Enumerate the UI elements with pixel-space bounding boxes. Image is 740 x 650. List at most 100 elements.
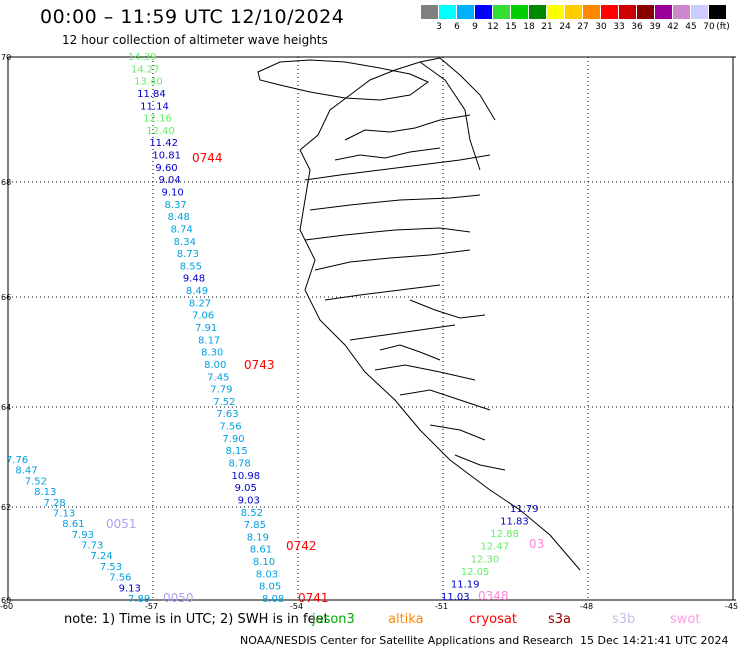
wave-height-value: 9.10 [162, 188, 184, 199]
wave-height-value: 8.05 [259, 582, 281, 593]
wave-height-value: 11.14 [140, 101, 169, 112]
colorbar-swatch [673, 5, 690, 19]
pass-time-label: 0050 [163, 591, 194, 605]
pass-time-label: 0743 [244, 358, 275, 372]
wave-height-value: 8.48 [168, 212, 190, 223]
wave-height-value: 7.13 [53, 508, 75, 519]
wave-height-colorbar: 3 6 9 12 15 18 21 24 27 30 33 36 39 42 45 70 (ft) [421, 5, 730, 38]
lat-lon-grid [7, 56, 736, 601]
latitude-label: 64 [1, 403, 11, 412]
wave-height-value: 7.56 [109, 573, 131, 584]
wave-height-value: 8.37 [165, 200, 187, 211]
colorbar-tick: 18 [523, 22, 535, 32]
wave-height-value: 8.27 [189, 298, 211, 309]
coastline-segment [439, 57, 496, 121]
coastline-segment [304, 154, 491, 181]
longitude-label: -45 [725, 602, 738, 610]
wave-height-value: 8.30 [201, 348, 223, 359]
wave-height-value: 8.03 [256, 569, 278, 580]
wave-height-value: 8.49 [186, 286, 208, 297]
colorbar-swatch [421, 5, 438, 19]
greenland-coastline [257, 57, 581, 571]
wave-height-value: 14.27 [131, 64, 160, 75]
longitude-label: -54 [290, 602, 303, 610]
wave-height-value: 7.63 [216, 409, 238, 420]
pass-time-label: 0744 [192, 151, 223, 165]
coastline-segment [429, 424, 486, 441]
colorbar-swatch [475, 5, 492, 19]
satellite-pass-labels: 0744 0743 0742 0741 0051 0050 0348 03 [106, 151, 544, 605]
wave-height-value: 7.76 [6, 455, 28, 466]
wave-height-value: 7.06 [192, 311, 214, 322]
colorbar-tick: 9 [472, 22, 478, 32]
colorbar-tick: 70 [703, 22, 715, 32]
legend-satellite-jason3: jason3 [312, 612, 355, 627]
altimeter-map: 70 68 66 64 62 60-60 -57 -54 -51 -48 -45 14.3914.2… [0, 52, 738, 610]
pass-time-label: 0741 [298, 591, 329, 605]
latitude-label: 70 [1, 53, 11, 62]
wave-height-value: 11.79 [510, 504, 539, 515]
coastline-segment [324, 284, 441, 301]
wave-height-value: 7.56 [219, 422, 241, 433]
colorbar-tick: 30 [595, 22, 607, 32]
wave-height-value: 9.03 [238, 495, 260, 506]
wave-height-value: 8.74 [171, 224, 193, 235]
generation-timestamp: 15 Dec 14:21:41 UTC 2024 [580, 634, 729, 647]
colorbar-swatch [691, 5, 708, 19]
colorbar-swatch [709, 5, 726, 19]
colorbar-swatch [493, 5, 510, 19]
pass-time-label: 0051 [106, 517, 137, 531]
colorbar-swatch [457, 5, 474, 19]
wave-height-value: 12.47 [480, 542, 509, 553]
wave-height-value: 7.85 [244, 520, 266, 531]
wave-height-value: 8.47 [15, 466, 37, 477]
wave-height-value: 8.08 [262, 594, 284, 605]
colorbar-tick: 12 [487, 22, 499, 32]
wave-height-value: 7.91 [195, 323, 217, 334]
colorbar-tick: 36 [631, 22, 643, 32]
wave-height-value: 7.89 [128, 594, 150, 605]
wave-height-value: 11.19 [451, 579, 480, 590]
coastline-segment [299, 57, 441, 151]
units-note: note: 1) Time is in UTC; 2) SWH is in fe… [64, 612, 329, 627]
latitude-label: 68 [1, 178, 11, 187]
wave-height-value: 7.45 [207, 372, 229, 383]
colorbar-swatch [583, 5, 600, 19]
wave-height-value: 9.13 [119, 583, 141, 594]
legend-satellite-altika: altika [388, 612, 424, 627]
wave-height-value: 9.04 [158, 175, 180, 186]
wave-height-value: 12.30 [471, 554, 500, 565]
colorbar-swatch [637, 5, 654, 19]
colorbar-swatch [547, 5, 564, 19]
wave-height-value: 12.40 [146, 126, 175, 137]
longitude-label: -57 [145, 602, 158, 610]
wave-height-value: 9.48 [183, 274, 205, 285]
wave-height-value: 11.03 [441, 592, 470, 603]
wave-height-value: 8.00 [204, 360, 226, 371]
legend-satellite-swot: swot [670, 612, 701, 627]
legend-satellite-s3b: s3b [612, 612, 636, 627]
latitude-label: 60 [1, 596, 11, 605]
wave-height-value: 12.05 [461, 567, 490, 578]
wave-height-value: 8.34 [174, 237, 196, 248]
wave-height-value: 8.19 [247, 532, 269, 543]
legend-satellite-cryosat: cryosat [469, 612, 517, 627]
coastline-segment [374, 364, 476, 381]
wave-height-value: 10.81 [152, 151, 181, 162]
colorbar-tick: 39 [649, 22, 661, 32]
coastline-segment [257, 59, 429, 101]
colorbar-unit: (ft) [716, 22, 730, 32]
coastline-segment [399, 389, 491, 411]
wave-height-value: 8.78 [229, 459, 251, 470]
page-subtitle: 12 hour collection of altimeter wave hei… [62, 33, 328, 47]
pass-time-label: 0742 [286, 539, 317, 553]
wave-height-value: 7.79 [210, 385, 232, 396]
wave-height-value: 7.52 [25, 476, 47, 487]
wave-height-value: 7.73 [81, 541, 103, 552]
wave-height-value: 12.88 [490, 529, 519, 540]
wave-height-value: 12.16 [143, 114, 172, 125]
wave-height-value: 13.40 [134, 77, 163, 88]
longitude-label: -60 [0, 602, 13, 610]
coastline-segment [314, 249, 471, 271]
wave-height-value: 8.61 [250, 545, 272, 556]
